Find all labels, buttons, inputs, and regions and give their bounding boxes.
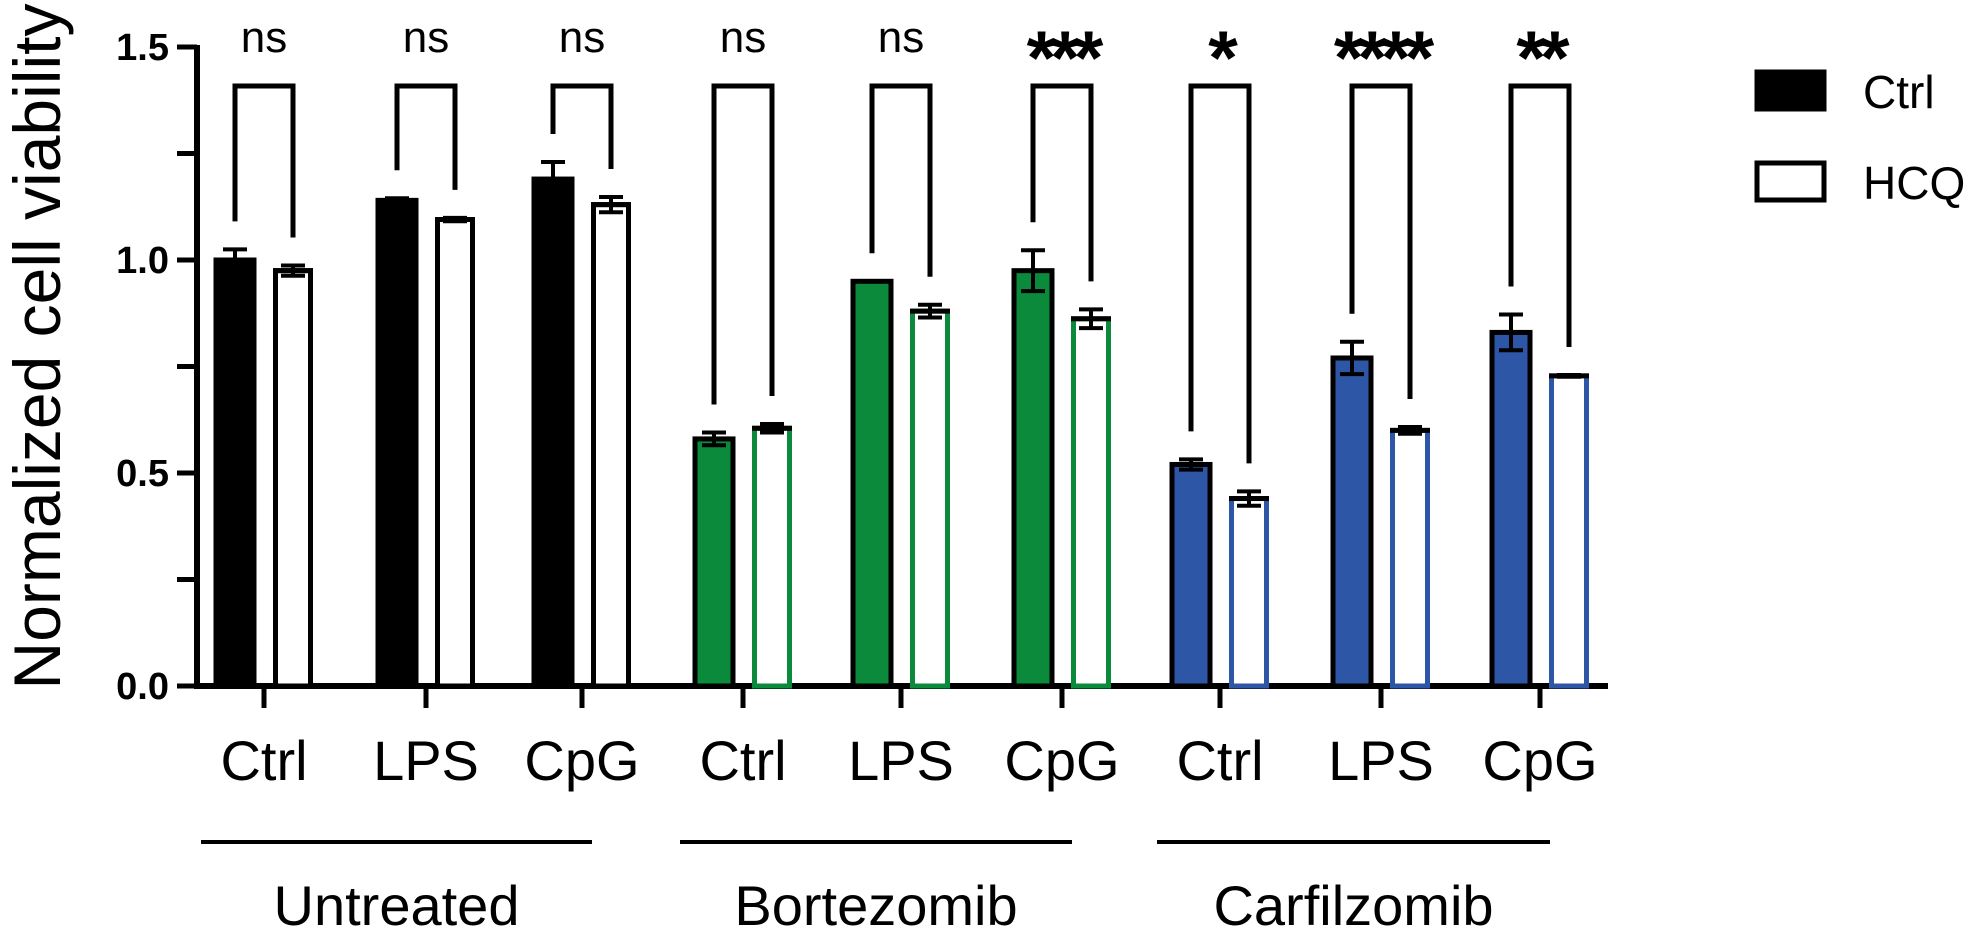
significance-bracket xyxy=(1349,83,1413,399)
bar-hcq xyxy=(1390,427,1430,689)
bar-ctrl xyxy=(692,436,736,689)
x-tick-label: CpG xyxy=(1004,729,1119,792)
legend-swatch-hcq xyxy=(1754,160,1827,203)
group-label: Untreated xyxy=(274,874,520,937)
significance-label: *** xyxy=(1027,16,1104,101)
y-tick-label: 1.5 xyxy=(116,27,169,69)
significance-label: ns xyxy=(720,13,766,62)
significance-brackets: ns ns ns ns ns *** * **** ** xyxy=(232,13,1576,464)
group-label: Bortezomib xyxy=(734,874,1017,937)
significance-label: ns xyxy=(878,13,924,62)
x-tick-label: LPS xyxy=(373,729,479,792)
bar-hcq xyxy=(910,308,950,689)
significance-label: **** xyxy=(1334,16,1435,101)
bar-hcq xyxy=(591,202,631,689)
x-tick-label: CpG xyxy=(1482,729,1597,792)
significance-bracket xyxy=(711,83,775,405)
significance-label: ns xyxy=(241,13,287,62)
legend: Ctrl HCQ xyxy=(1754,66,1965,209)
bar-ctrl xyxy=(531,176,575,689)
bar-ctrl xyxy=(1169,461,1213,689)
bar-hcq xyxy=(1229,496,1269,689)
axes: 0.0 0.5 1.0 1.5 Normalized cell viability xyxy=(0,4,1608,708)
legend-swatch-ctrl xyxy=(1754,69,1827,112)
x-tick-label: Ctrl xyxy=(699,729,786,792)
x-tick-label: Ctrl xyxy=(1176,729,1263,792)
legend-label-hcq: HCQ xyxy=(1863,157,1965,209)
x-tick-label: LPS xyxy=(1328,729,1434,792)
bar-hcq xyxy=(1549,373,1589,689)
y-tick-label: 0.5 xyxy=(116,453,169,495)
significance-bracket xyxy=(1508,83,1572,348)
y-tick-label: 1.0 xyxy=(116,240,169,282)
bar-ctrl xyxy=(1011,268,1055,689)
legend-label-ctrl: Ctrl xyxy=(1863,66,1935,118)
x-tick-label: Ctrl xyxy=(220,729,307,792)
bar-ctrl xyxy=(1330,355,1374,689)
y-tick-label: 0.0 xyxy=(116,666,169,708)
significance-bracket xyxy=(550,83,614,169)
y-axis-label: Normalized cell viability xyxy=(0,4,74,690)
bar-ctrl xyxy=(850,278,894,689)
significance-label: ns xyxy=(403,13,449,62)
bar-ctrl xyxy=(375,197,419,689)
bar-hcq xyxy=(752,425,792,689)
group-label: Carfilzomib xyxy=(1213,874,1493,937)
error-bars xyxy=(223,160,1581,508)
x-axis-labels: Ctrl LPS CpG Ctrl LPS CpG Ctrl LPS CpG Untreated B… xyxy=(201,729,1598,937)
x-tick-label: CpG xyxy=(524,729,639,792)
bar-ctrl xyxy=(1489,329,1533,689)
bar-hcq xyxy=(435,217,475,689)
x-tick-label: LPS xyxy=(848,729,954,792)
bar-ctrl xyxy=(213,257,257,689)
significance-label: ns xyxy=(559,13,605,62)
significance-bracket xyxy=(869,83,933,277)
bars xyxy=(213,176,1589,689)
significance-bracket xyxy=(1030,83,1094,282)
significance-label: ** xyxy=(1516,16,1570,101)
bar-hcq xyxy=(1071,316,1111,689)
significance-bracket xyxy=(232,83,296,238)
bar-hcq xyxy=(273,268,313,689)
significance-bracket xyxy=(1188,83,1252,464)
significance-bracket xyxy=(394,83,458,190)
